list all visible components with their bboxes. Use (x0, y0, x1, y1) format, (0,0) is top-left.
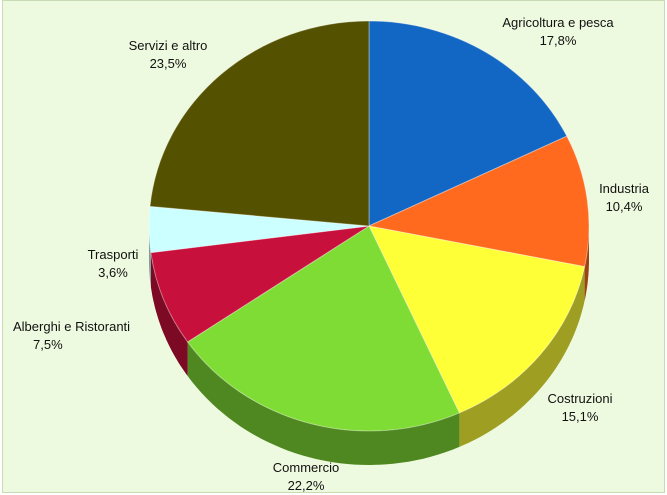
slice-agricoltura-e-pesca (368, 20, 568, 227)
label-agricoltura-e-pesca: Agricoltura e pesca (502, 15, 614, 30)
value-commercio: 22,2% (288, 478, 325, 493)
side-alberghi-e-ristoranti (150, 252, 188, 376)
value-agricoltura-e-pesca: 17,8% (540, 33, 577, 48)
side-costruzioni (459, 266, 585, 447)
side-trasporti (149, 226, 151, 287)
side-industria (584, 226, 589, 301)
label-servizi-e-altro: Servizi e altro (129, 38, 208, 53)
slice-alberghi-e-ristoranti (150, 225, 370, 343)
value-costruzioni: 15,1% (562, 409, 599, 424)
slice-costruzioni (368, 225, 586, 414)
value-alberghi-e-ristoranti: 7,5% (33, 337, 63, 352)
value-servizi-e-altro: 23,5% (150, 56, 187, 71)
label-costruzioni: Costruzioni (547, 391, 612, 406)
value-industria: 10,4% (606, 199, 643, 214)
slice-industria (367, 135, 590, 268)
value-trasporti: 3,6% (98, 265, 128, 280)
slice-commercio (186, 225, 461, 432)
slice-trasporti (148, 205, 370, 254)
pie-slices (148, 20, 590, 432)
slice-servizi-e-altro (149, 20, 370, 227)
label-industria: Industria (599, 181, 650, 196)
label-commercio: Commercio (273, 460, 339, 475)
pie-labels: Agricoltura e pesca 17,8% Industria 10,4% Co… (13, 15, 650, 493)
pie-3d-sides (149, 226, 589, 465)
label-trasporti: Trasporti (88, 247, 139, 262)
side-commercio (187, 341, 460, 465)
label-alberghi-e-ristoranti: Alberghi e Ristoranti (13, 319, 130, 334)
